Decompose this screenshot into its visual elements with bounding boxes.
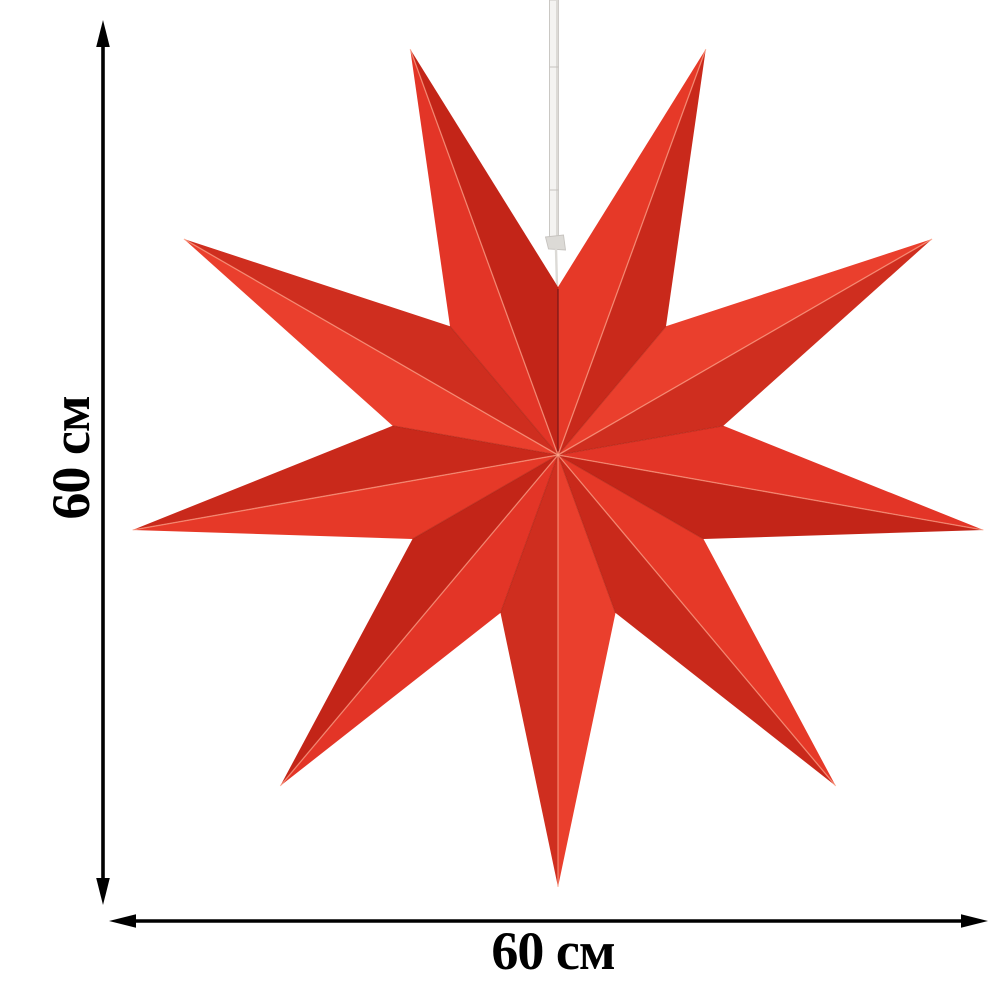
width-dimension-arrow — [109, 914, 988, 928]
arrowhead-right-icon — [961, 914, 988, 928]
arrowhead-left-icon — [109, 914, 136, 928]
arrowhead-down-icon — [96, 878, 110, 905]
hanging-cord — [544, 0, 567, 287]
width-dimension-label: 60 см — [491, 921, 615, 981]
height-dimension-label: 60 см — [41, 396, 101, 520]
star-figure — [132, 48, 984, 887]
arrowhead-up-icon — [96, 20, 110, 47]
height-dimension-arrow — [96, 20, 110, 905]
